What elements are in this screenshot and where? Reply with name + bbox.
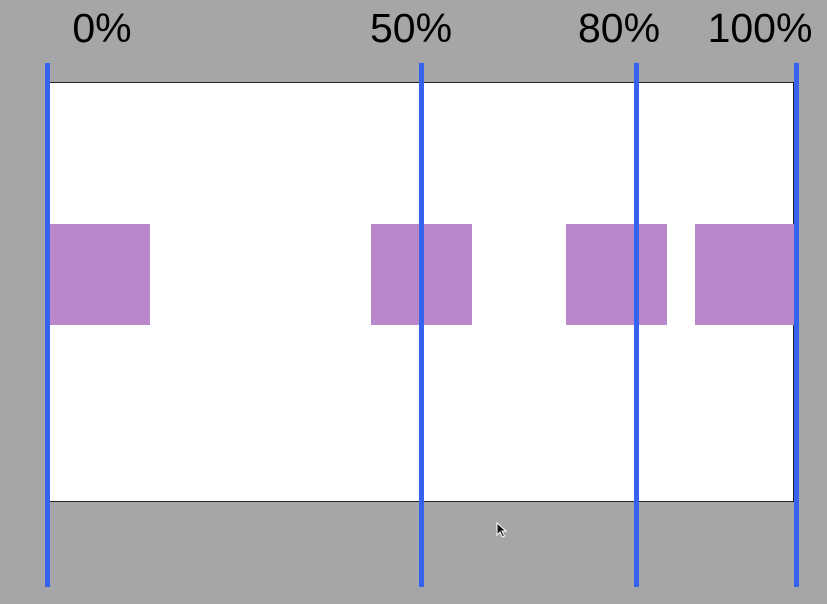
marker-line-80 [634, 63, 639, 587]
marker-label-0: 0% [72, 5, 132, 51]
box-100-percent [695, 224, 794, 325]
mouse-pointer-icon [496, 522, 508, 538]
marker-line-0 [45, 63, 50, 587]
box-0-percent [49, 224, 150, 325]
marker-label-50: 50% [369, 5, 453, 51]
marker-label-100: 100% [707, 5, 813, 51]
marker-label-80: 80% [577, 5, 661, 51]
box-80-percent [566, 224, 667, 325]
marker-line-100 [794, 63, 799, 587]
marker-line-50 [419, 63, 424, 587]
